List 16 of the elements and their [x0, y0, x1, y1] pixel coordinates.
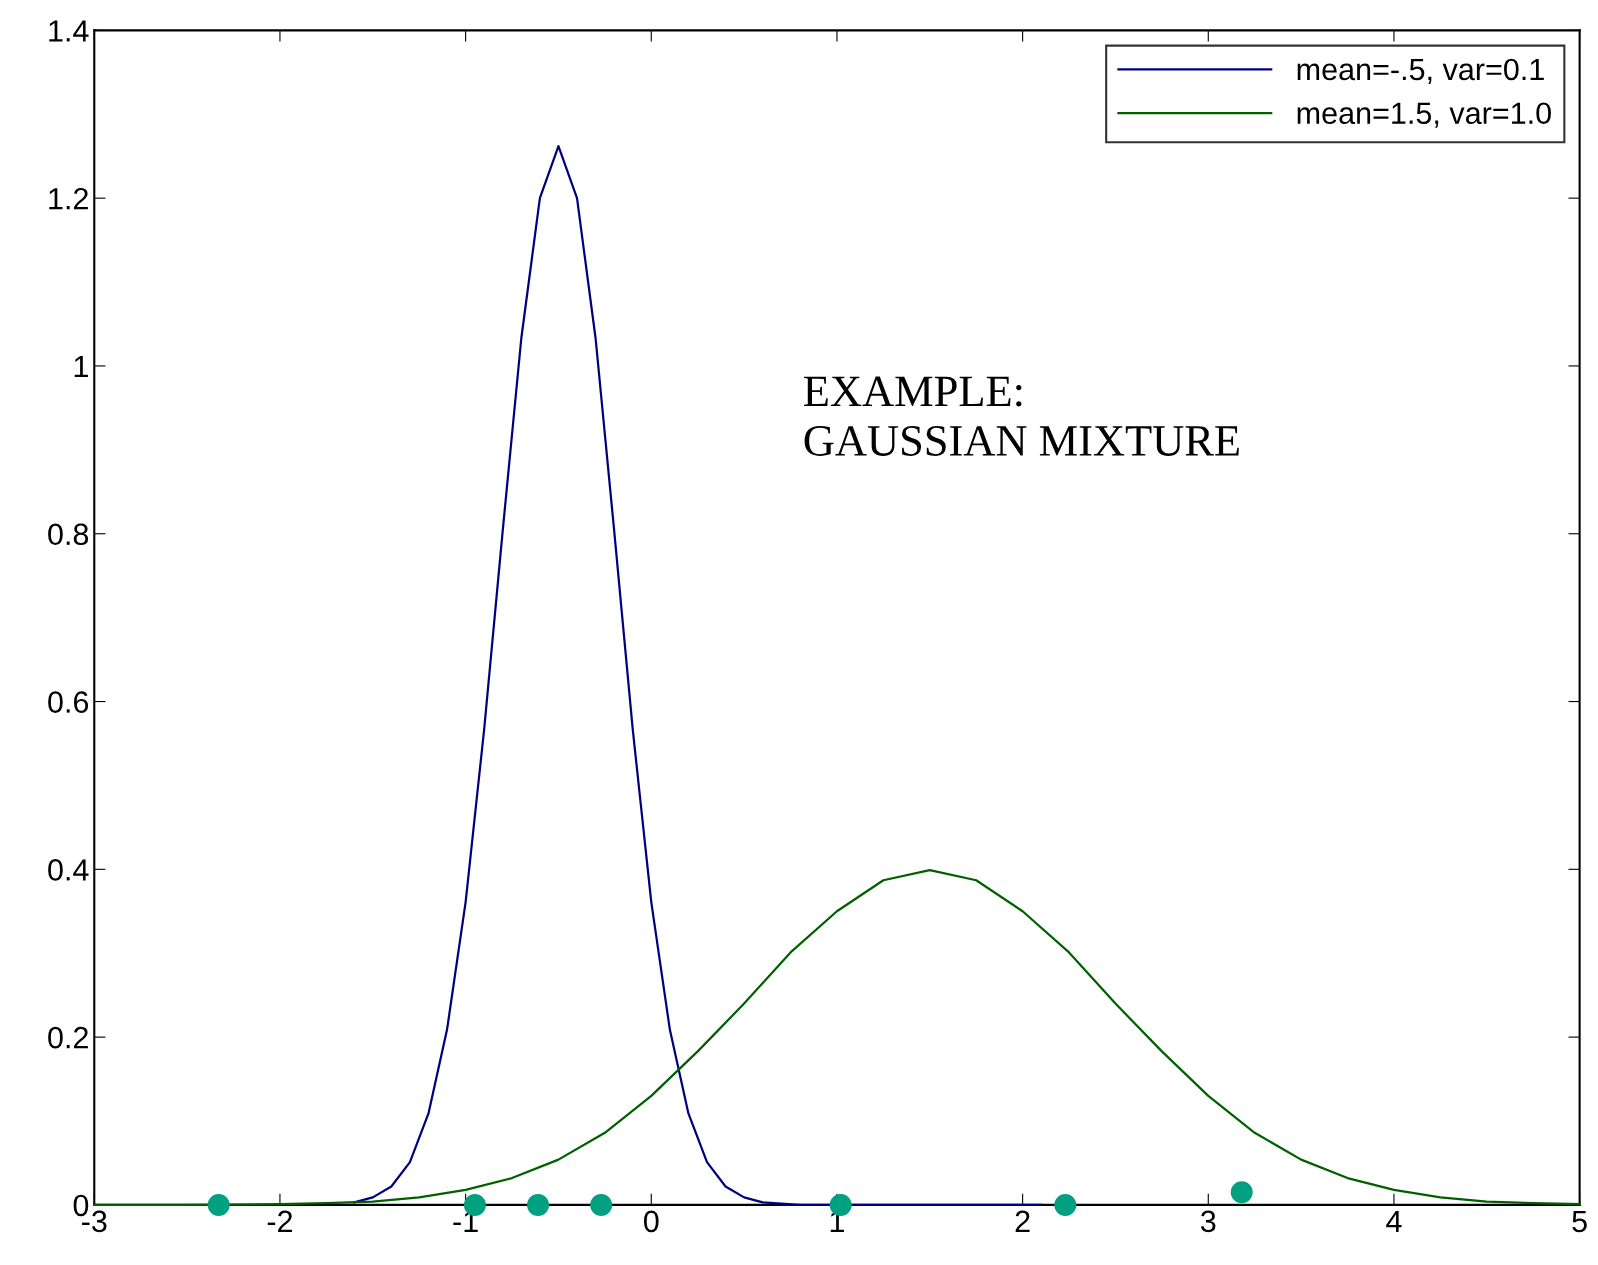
- x-tick-label: 4: [1386, 1210, 1402, 1232]
- x-tick-label: 0: [643, 1210, 659, 1233]
- x-tick-label: 3: [1200, 1210, 1216, 1233]
- y-tick-label: 1.4: [49, 20, 89, 42]
- annotation: EXAMPLE: GAUSSIAN MIXTURE: [804, 376, 1239, 456]
- y-tick-label: 0.6: [48, 691, 89, 713]
- y-tick-label: 0.8: [48, 523, 89, 546]
- y-tick-label: 0.2: [48, 1026, 88, 1049]
- x-tick-label: 5: [1572, 1210, 1587, 1233]
- x-tick-label: -2: [267, 1210, 292, 1232]
- legend-label: mean=1.5, var=1.0: [1297, 102, 1551, 128]
- y-tick-label: 0.4: [48, 859, 89, 881]
- y-tick-label: 1: [74, 356, 88, 378]
- legend-label: mean=-.5, var=0.1: [1297, 58, 1544, 84]
- y-tick-label: 1.2: [49, 187, 88, 210]
- x-tick-label: 2: [1015, 1210, 1030, 1232]
